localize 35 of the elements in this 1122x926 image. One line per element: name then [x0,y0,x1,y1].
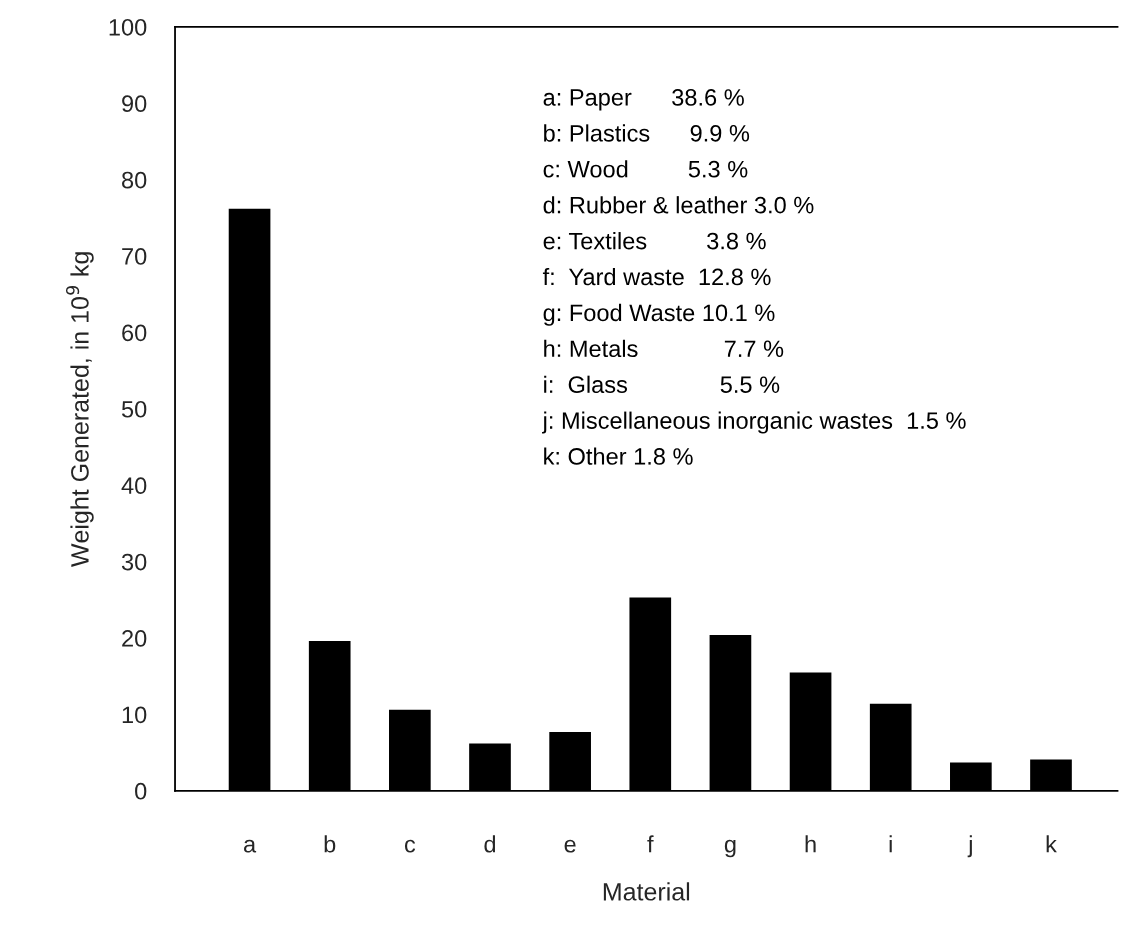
y-tick-label: 10 [122,706,147,724]
y-tick-label: 30 [121,553,147,571]
x-tick-label: b [324,835,336,853]
x-tick-label: c [404,839,416,853]
y-tick-label: 60 [122,324,147,342]
annotation: b: Plastics 9.9 % [544,124,750,142]
x-tick-label: h [805,835,816,853]
y-tick-label: 20 [122,630,147,647]
annotation: c: Wood 5.3 % [543,160,748,178]
x-tick-label: f [647,835,654,853]
annotation: d: Rubber & leather 3.0 % [543,196,814,214]
x-tick-label: i [889,835,892,853]
x-tick-label: e [564,839,576,853]
x-axis-title: Material [603,882,690,901]
annotation: g: Food Waste 10.1 % [543,303,775,326]
x-tick-label: a [244,839,257,853]
annotation: h: Metals 7.7 % [544,339,784,358]
y-tick-label: 0 [135,782,147,800]
y-tick-label: 80 [122,171,147,189]
annotation: i: Glass 5.5 % [544,375,780,394]
annotation: f: Yard waste 12.8 % [542,267,771,286]
y-tick-label: 90 [122,95,147,113]
x-tick-label: d [484,835,496,853]
annotation: e: Textiles 3.8 % [543,232,766,250]
y-tick-label: 100 [109,18,147,36]
annotation: a: Paper 38.6 % [543,89,744,111]
x-tick-label: j [967,835,972,858]
annotation: j: Miscellaneous inorganic wastes 1.5 % [542,411,966,434]
y-tick-label: 70 [122,248,147,265]
annotation: k: Other 1.8 % [544,447,693,465]
y-axis-title: Weight Generated, in 10$^{9}$ kg [65,252,94,567]
y-tick-label: 50 [121,400,147,418]
x-tick-label: g [724,839,736,858]
x-tick-label: k [1046,835,1057,853]
y-tick-label: 40 [121,477,147,495]
